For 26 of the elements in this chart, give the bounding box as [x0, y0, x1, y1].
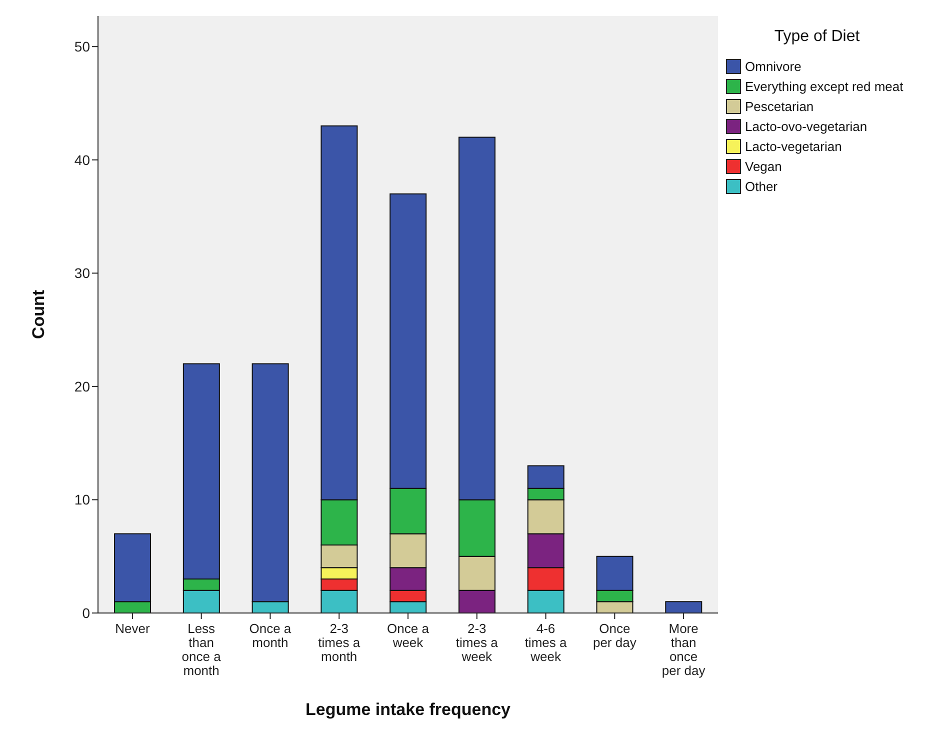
- x-tick-label: Once per day: [592, 621, 637, 650]
- x-tick-label: Once a week: [387, 621, 430, 650]
- legend-label: Lacto-ovo-vegetarian: [745, 118, 868, 134]
- legend-title: Type of Diet: [773, 28, 861, 46]
- x-tick-label: 2-3 times a month: [318, 621, 361, 664]
- bar: [665, 601, 702, 613]
- x-tick-label: 2-3 times a week: [456, 621, 499, 664]
- x-tick-label: Less than once a month: [182, 621, 222, 678]
- legend-label: Other: [745, 178, 778, 194]
- x-tick-label: 4-6 times a week: [524, 621, 568, 664]
- y-tick-label: 10: [74, 492, 90, 508]
- y-axis-title: Count: [29, 290, 48, 340]
- y-tick-label: 20: [74, 378, 90, 394]
- x-tick-label: Never: [115, 621, 150, 636]
- x-axis-title: Legume intake frequency: [305, 700, 512, 719]
- x-tick-label: Once a month: [249, 621, 292, 650]
- legend-label: Omnivore: [745, 58, 802, 74]
- legend-label: Everything except red meat: [745, 78, 904, 94]
- legend-label: Pescetarian: [745, 98, 814, 114]
- y-tick-label: 0: [82, 604, 90, 621]
- y-tick-label: 30: [74, 265, 90, 282]
- x-tick-label: More than once per day: [662, 621, 706, 678]
- legend-label: Lacto-vegetarian: [745, 138, 842, 154]
- legend-label: Vegan: [745, 158, 782, 174]
- y-tick-label: 40: [74, 152, 90, 168]
- y-tick-label: 50: [74, 38, 90, 55]
